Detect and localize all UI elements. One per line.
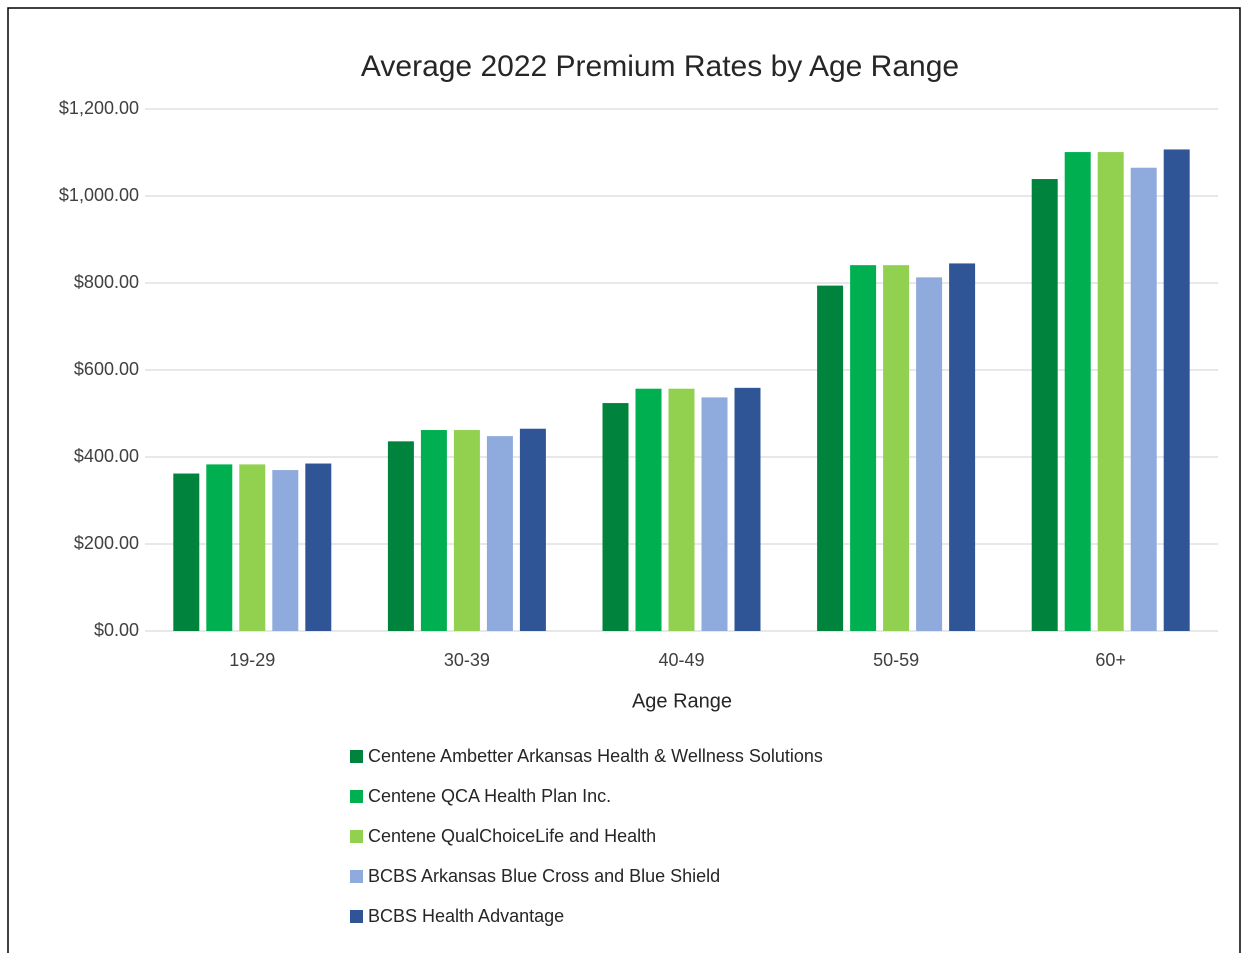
bar <box>635 388 662 631</box>
x-tick-label: 50-59 <box>873 650 919 670</box>
bar <box>734 387 761 631</box>
y-tick-label: $1,000.00 <box>59 185 139 205</box>
legend-swatch <box>350 750 363 763</box>
legend-label: Centene QualChoiceLife and Health <box>368 826 656 846</box>
bar <box>305 463 332 631</box>
x-axis-title: Age Range <box>632 690 732 712</box>
bar <box>949 263 976 631</box>
legend-swatch <box>350 830 363 843</box>
chart-frame <box>7 7 1241 953</box>
legend-swatch <box>350 870 363 883</box>
x-tick-label: 19-29 <box>229 650 275 670</box>
legend-label: Centene QCA Health Plan Inc. <box>368 786 611 806</box>
x-tick-label: 60+ <box>1095 650 1126 670</box>
bar <box>850 265 877 631</box>
y-tick-label: $0.00 <box>94 620 139 640</box>
legend-swatch <box>350 910 363 923</box>
bar <box>272 470 299 631</box>
bar <box>206 464 233 631</box>
bar <box>1130 167 1157 631</box>
x-tick-label: 30-39 <box>444 650 490 670</box>
y-tick-label: $800.00 <box>74 272 139 292</box>
bar <box>602 403 629 631</box>
bar <box>387 441 414 631</box>
bar <box>1163 149 1190 631</box>
chart-title: Average 2022 Premium Rates by Age Range <box>361 50 959 83</box>
bar <box>1031 179 1058 631</box>
legend-label: Centene Ambetter Arkansas Health & Welln… <box>368 746 823 766</box>
legend-label: BCBS Health Advantage <box>368 906 564 926</box>
bar <box>883 265 910 631</box>
bar <box>701 397 728 631</box>
y-tick-label: $400.00 <box>74 446 139 466</box>
bar <box>1064 152 1091 631</box>
bar <box>668 388 695 631</box>
bar <box>420 430 447 631</box>
bar <box>916 277 943 631</box>
bar <box>486 436 513 631</box>
bar <box>173 473 200 631</box>
bar <box>817 285 844 631</box>
y-tick-label: $600.00 <box>74 359 139 379</box>
y-tick-label: $1,200.00 <box>59 98 139 118</box>
bar <box>1097 152 1124 631</box>
legend-label: BCBS Arkansas Blue Cross and Blue Shield <box>368 866 720 886</box>
legend-swatch <box>350 790 363 803</box>
bar <box>453 430 480 631</box>
bar <box>239 464 266 631</box>
x-tick-label: 40-49 <box>658 650 704 670</box>
y-tick-label: $200.00 <box>74 533 139 553</box>
bar <box>519 428 546 631</box>
